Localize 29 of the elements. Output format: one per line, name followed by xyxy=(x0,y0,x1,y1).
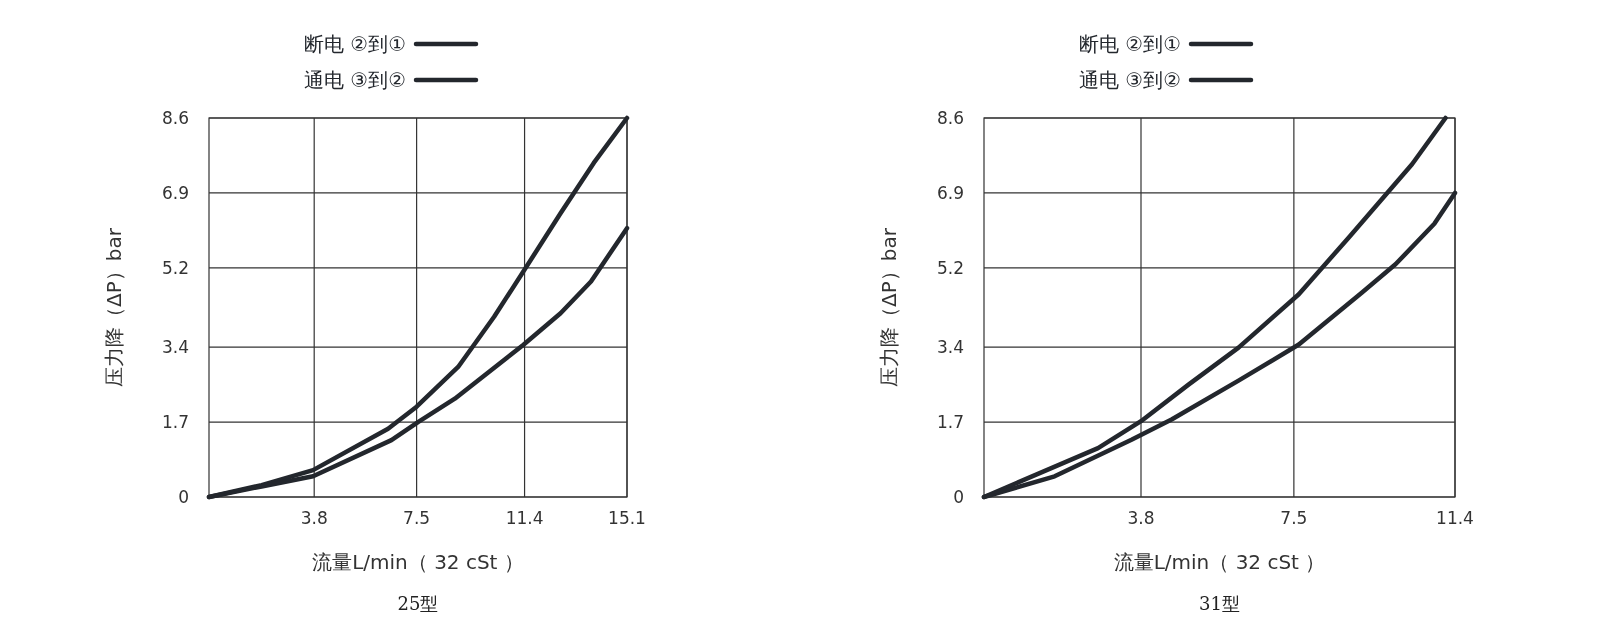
x-tick-label: 3.8 xyxy=(300,508,328,528)
y-tick-label: 0 xyxy=(178,487,189,507)
y-tick-label: 3.4 xyxy=(161,337,189,358)
y-tick-label: 3.4 xyxy=(936,337,964,358)
x-tick-label: 7.5 xyxy=(1280,508,1308,528)
text: 25型 xyxy=(397,593,439,614)
x-axis-title: 流量L/min（ 32 cSt ） xyxy=(312,550,524,574)
y-tick-label: 6.9 xyxy=(936,182,964,203)
y-tick-label: 0 xyxy=(953,487,964,507)
legend-label: 断电 ②到① xyxy=(1079,32,1182,56)
y-tick-label: 5.2 xyxy=(161,257,189,278)
x-tick-label: 11.4 xyxy=(505,508,544,528)
y-tick-label: 1.7 xyxy=(161,412,189,433)
y-axis-title: 压力降（ΔP）bar xyxy=(102,227,126,387)
y-tick-label: 8.6 xyxy=(161,108,189,128)
y-tick-label: 5.2 xyxy=(936,257,964,278)
legend-label: 通电 ③到② xyxy=(304,68,407,92)
x-tick-label: 15.1 xyxy=(608,508,646,528)
y-tick-label: 1.7 xyxy=(936,412,964,433)
x-tick-label: 11.4 xyxy=(1436,508,1474,528)
y-axis-title: 压力降（ΔP）bar xyxy=(877,227,901,387)
text: 31型 xyxy=(1199,593,1240,614)
legend-label: 断电 ②到① xyxy=(304,32,407,56)
legend-label: 通电 ③到② xyxy=(1079,68,1182,92)
x-axis-title: 流量L/min（ 32 cSt ） xyxy=(1113,550,1326,574)
y-tick-label: 6.9 xyxy=(161,182,189,203)
x-tick-label: 7.5 xyxy=(403,508,431,528)
y-tick-label: 8.6 xyxy=(936,108,964,128)
x-tick-label: 3.8 xyxy=(1127,508,1155,528)
